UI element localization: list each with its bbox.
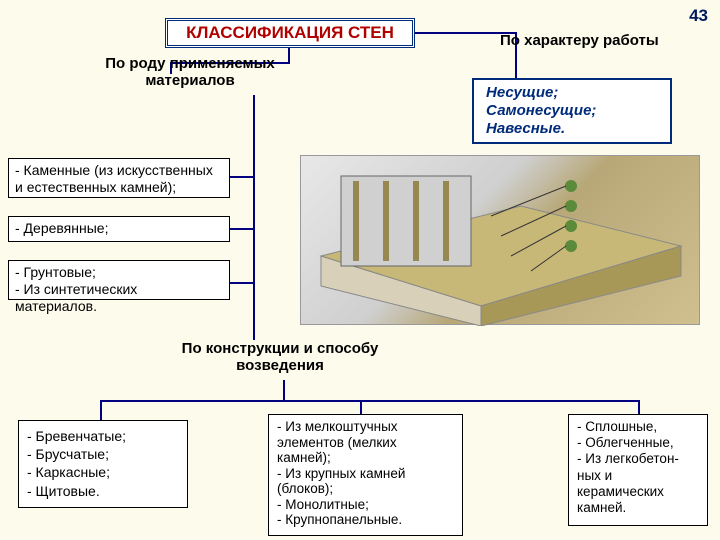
materials-heading: По роду применяемых материалов xyxy=(85,55,295,89)
construction-right-box: - Сплошные, - Облегченные, - Из легкобет… xyxy=(568,414,708,526)
work-content-box: Несущие; Самонесущие; Навесные. xyxy=(472,78,672,144)
work-content: Несущие; Самонесущие; Навесные. xyxy=(486,84,658,138)
connector xyxy=(230,282,253,284)
connector xyxy=(253,95,255,315)
title-text: КЛАССИФИКАЦИЯ СТЕН xyxy=(186,23,394,42)
work-heading: По характеру работы xyxy=(500,32,710,49)
connector xyxy=(100,400,102,420)
connector xyxy=(360,400,362,414)
material-item-box: - Каменные (из искусственных и естествен… xyxy=(8,158,230,198)
material-item-box: - Деревянные; xyxy=(8,216,230,242)
construction-left-box: - Бревенчатые; - Брусчатые; - Каркасные;… xyxy=(18,420,188,508)
construction-middle-box: - Из мелкоштучных элементов (мелких камн… xyxy=(268,414,463,536)
connector xyxy=(638,400,640,414)
connector xyxy=(230,176,253,178)
connector xyxy=(230,228,253,230)
material-item-box: - Грунтовые; - Из синтетических материал… xyxy=(8,260,230,300)
wall-illustration xyxy=(300,155,700,325)
connector xyxy=(100,400,640,402)
construction-heading: По конструкции и способу возведения xyxy=(180,340,380,374)
connector xyxy=(253,315,255,340)
connector xyxy=(283,380,285,400)
page-number: 43 xyxy=(689,6,708,26)
title-box: КЛАССИФИКАЦИЯ СТЕН xyxy=(165,18,415,48)
